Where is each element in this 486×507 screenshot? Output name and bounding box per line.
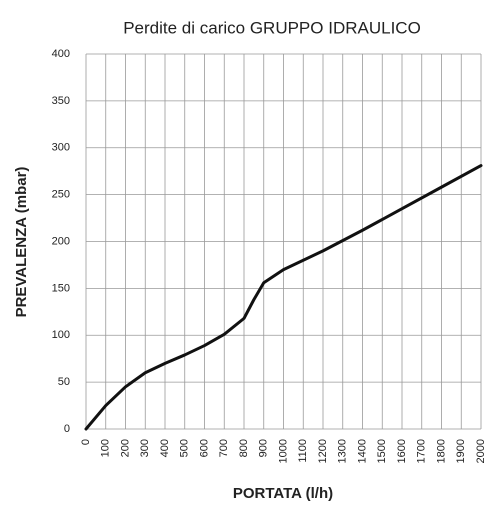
x-axis-label: PORTATA (l/h) xyxy=(233,485,333,502)
y-tick-label: 50 xyxy=(58,376,70,388)
x-tick-label: 1000 xyxy=(277,439,289,463)
x-tick-label: 1100 xyxy=(297,439,309,463)
y-tick-label: 200 xyxy=(52,235,70,247)
x-tick-label: 900 xyxy=(258,439,270,457)
chart-title: Perdite di carico GRUPPO IDRAULICO xyxy=(123,18,421,37)
y-tick-label: 100 xyxy=(52,329,70,341)
x-tick-label: 500 xyxy=(179,439,191,457)
x-tick-label: 1200 xyxy=(317,439,329,463)
x-tick-label: 0 xyxy=(80,439,92,445)
x-tick-label: 700 xyxy=(218,439,230,457)
x-tick-label: 1700 xyxy=(416,439,428,463)
y-tick-label: 350 xyxy=(52,95,70,107)
y-axis-label: PREVALENZA (mbar) xyxy=(13,167,30,318)
x-tick-label: 1400 xyxy=(356,439,368,463)
x-tick-label: 400 xyxy=(159,439,171,457)
x-tick-label: 1800 xyxy=(435,439,447,463)
y-tick-label: 150 xyxy=(52,282,70,294)
x-tick-label: 300 xyxy=(139,439,151,457)
x-tick-label: 1600 xyxy=(396,439,408,463)
x-tick-label: 100 xyxy=(100,439,112,457)
y-tick-label: 0 xyxy=(64,423,70,435)
x-tick-label: 1900 xyxy=(455,439,467,463)
x-tick-label: 1300 xyxy=(337,439,349,463)
y-tick-label: 400 xyxy=(52,48,70,60)
y-tick-label: 300 xyxy=(52,142,70,154)
x-tick-label: 800 xyxy=(238,439,250,457)
data-line xyxy=(84,164,483,431)
x-tick-label: 200 xyxy=(119,439,131,457)
x-tick-label: 600 xyxy=(198,439,210,457)
y-tick-label: 250 xyxy=(52,189,70,201)
x-tick-label: 2000 xyxy=(475,439,486,463)
x-tick-label: 1500 xyxy=(376,439,388,463)
